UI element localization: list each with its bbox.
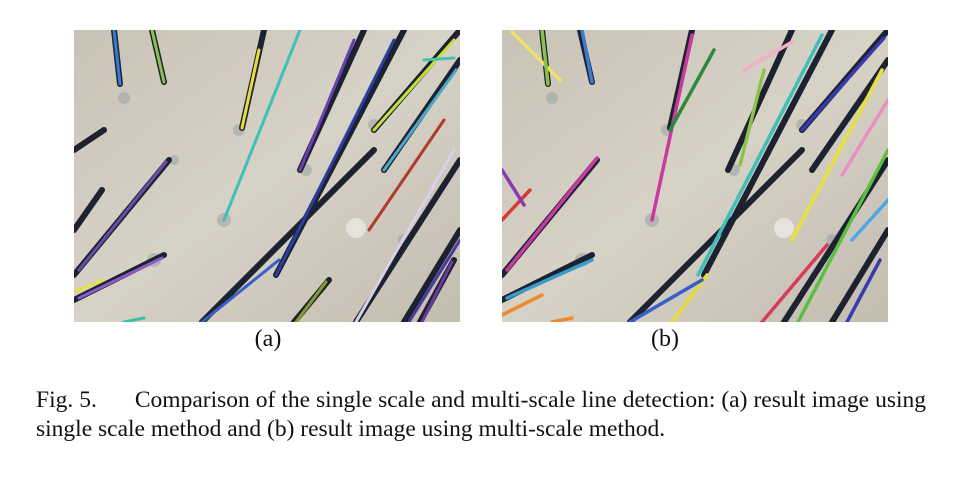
panel-label-b: (b) bbox=[651, 326, 679, 352]
figure-panel-a bbox=[74, 30, 460, 322]
figure-number: Fig. 5. bbox=[36, 387, 97, 413]
scalp-image-multi-scale bbox=[502, 30, 888, 322]
scalp-image-single-scale bbox=[74, 30, 460, 322]
panel-label-a: (a) bbox=[254, 326, 282, 352]
caption-text: Comparison of the single scale and multi… bbox=[36, 387, 926, 442]
figure-caption: Fig. 5. Comparison of the single scale an… bbox=[36, 386, 926, 444]
figure-panel-b bbox=[502, 30, 888, 322]
